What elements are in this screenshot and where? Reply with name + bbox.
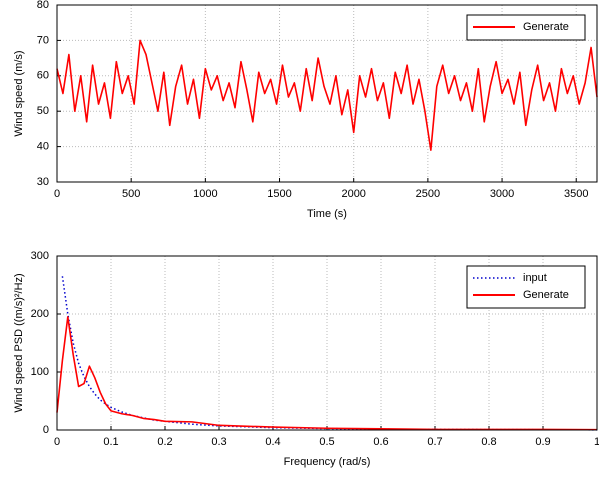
- legend-box: [466, 265, 586, 309]
- x-tick-label: 0.4: [265, 436, 280, 448]
- x-tick-label: 0.6: [373, 436, 388, 448]
- y-tick-label: 40: [37, 141, 49, 153]
- y-axis-label: Wind speed PSD ((m/s)²/Hz): [13, 273, 25, 412]
- x-tick-label: 0.2: [157, 436, 172, 448]
- x-tick-label: 1: [594, 436, 599, 448]
- x-tick-label: 2000: [341, 188, 365, 200]
- x-tick-label: 0.8: [481, 436, 496, 448]
- x-tick-label: 3000: [490, 188, 514, 200]
- x-tick-label: 0.9: [535, 436, 550, 448]
- y-tick-label: 200: [31, 308, 49, 320]
- x-axis-label: Frequency (rad/s): [284, 456, 371, 468]
- y-tick-label: 70: [37, 34, 49, 46]
- x-tick-label: 0: [54, 188, 60, 200]
- series-line: [56, 316, 598, 431]
- y-axis-label: Wind speed (m/s): [13, 50, 25, 136]
- x-tick-label: 1000: [193, 188, 217, 200]
- y-tick-label: 30: [37, 176, 49, 188]
- y-tick-label: 0: [43, 424, 49, 436]
- y-tick-label: 60: [37, 70, 49, 82]
- x-tick-label: 3500: [564, 188, 588, 200]
- x-axis-label: Time (s): [307, 208, 347, 220]
- y-tick-label: 50: [37, 105, 49, 117]
- y-tick-label: 300: [31, 250, 49, 262]
- legend-label: input: [523, 272, 547, 284]
- x-tick-label: 500: [122, 188, 140, 200]
- x-tick-label: 0.7: [427, 436, 442, 448]
- legend-label: Generate: [523, 289, 569, 301]
- x-tick-label: 0.3: [211, 436, 226, 448]
- x-tick-label: 0.5: [319, 436, 334, 448]
- series-line: [56, 39, 598, 151]
- x-tick-label: 0: [54, 436, 60, 448]
- y-tick-label: 80: [37, 0, 49, 11]
- axes-frame: [56, 255, 598, 431]
- axes-frame: [56, 4, 598, 183]
- legend-label: Generate: [523, 21, 569, 33]
- x-tick-label: 0.1: [103, 436, 118, 448]
- x-tick-label: 2500: [416, 188, 440, 200]
- x-tick-label: 1500: [267, 188, 291, 200]
- y-tick-label: 100: [31, 366, 49, 378]
